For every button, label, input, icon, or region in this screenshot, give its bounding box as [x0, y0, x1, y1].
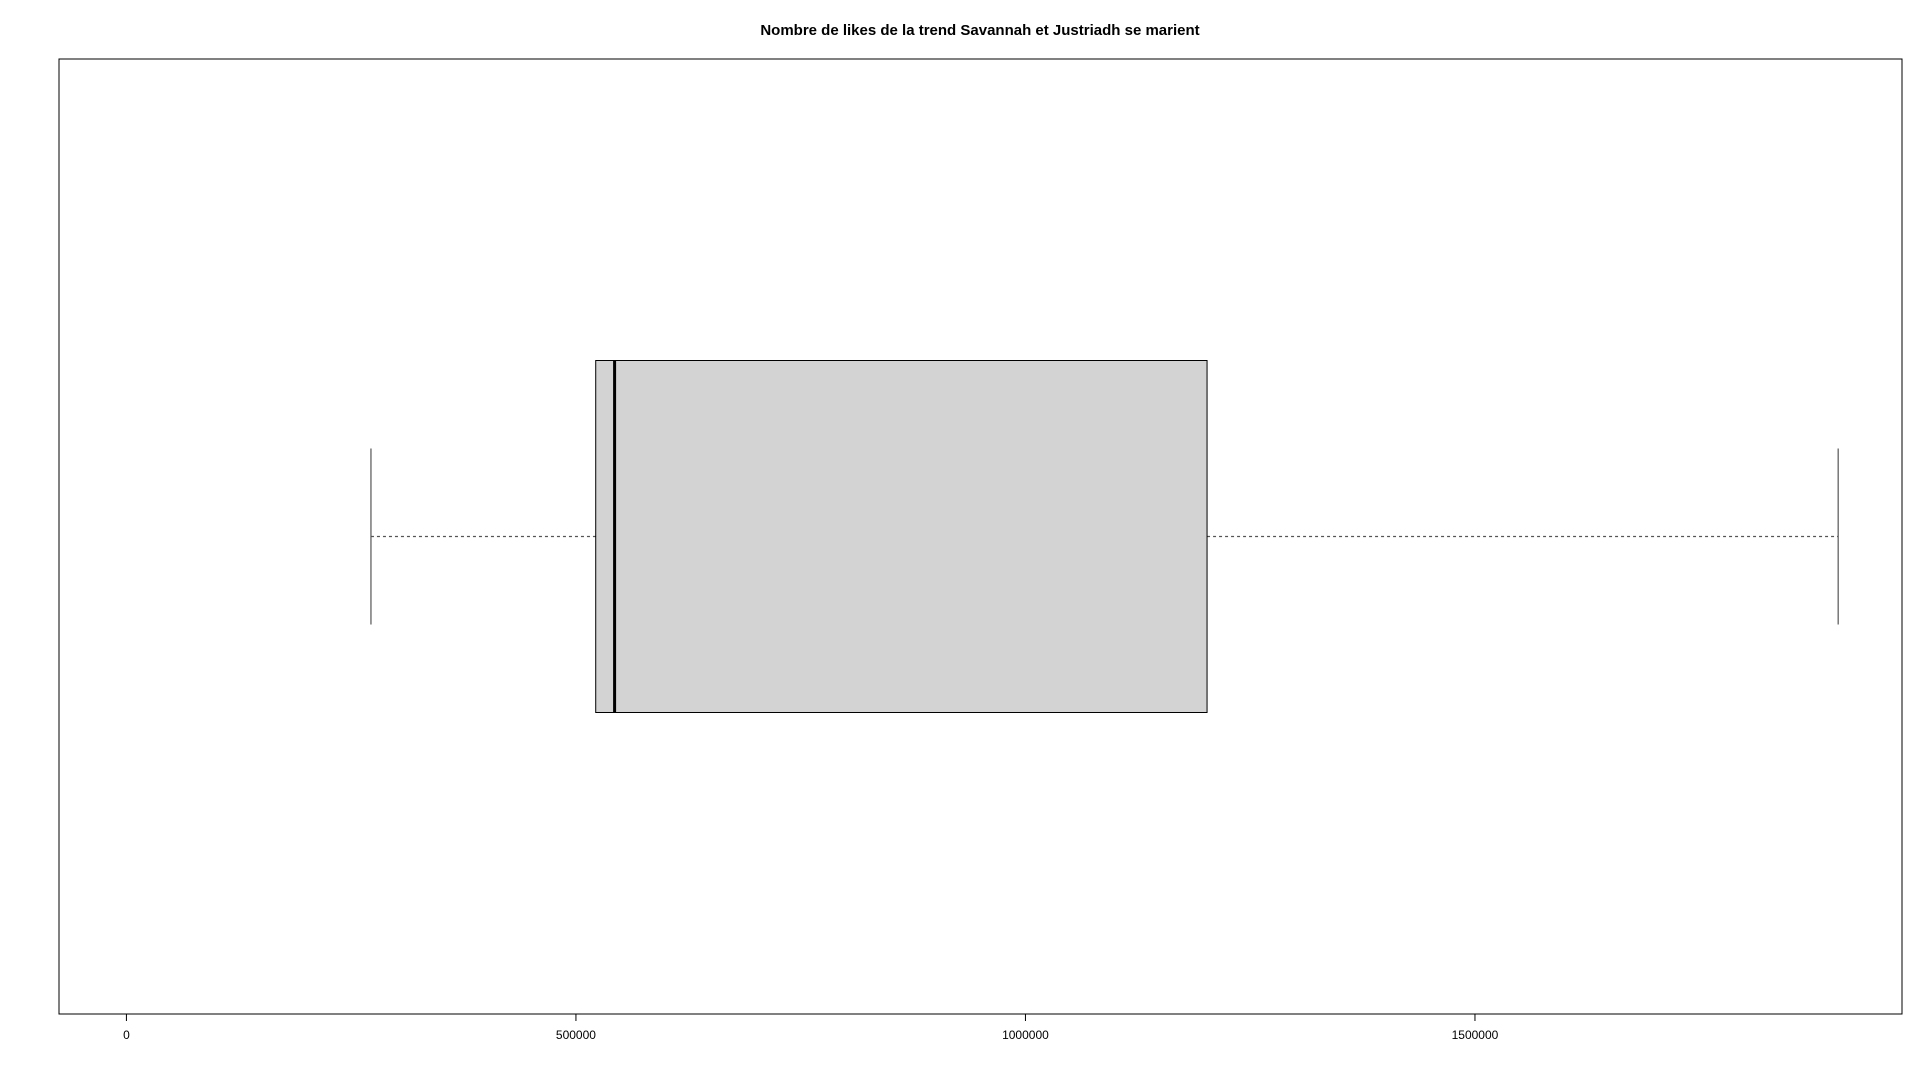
- x-axis: 0 500000 1000000 1500000: [123, 1013, 1499, 1042]
- x-tick-label: 0: [123, 1028, 130, 1042]
- chart-title: Nombre de likes de la trend Savannah et …: [760, 22, 1199, 39]
- box-group: [370, 360, 1839, 713]
- interquartile-box: [595, 360, 1208, 713]
- x-tick-label: 1000000: [1002, 1028, 1049, 1042]
- x-tick-label: 500000: [556, 1028, 596, 1042]
- x-tick-label: 1500000: [1452, 1028, 1499, 1042]
